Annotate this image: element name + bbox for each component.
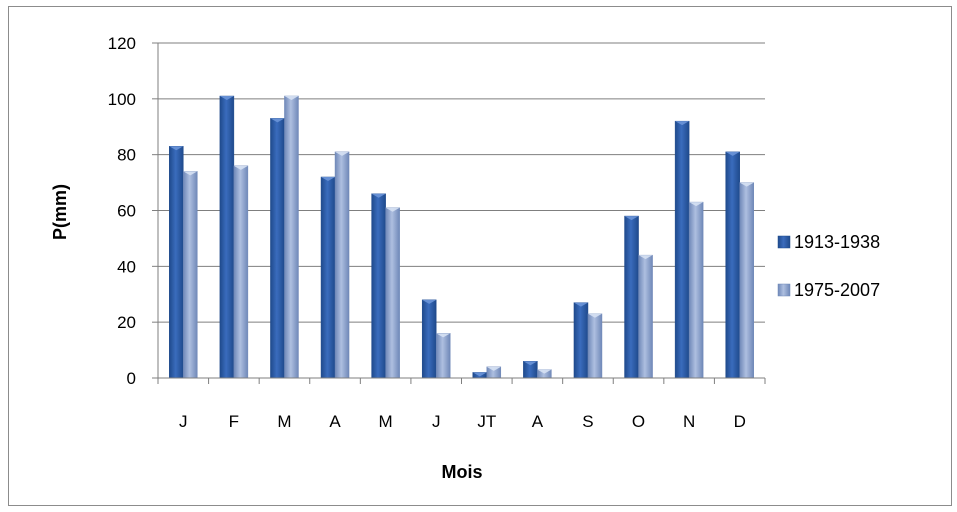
bar-series-2-o xyxy=(638,254,653,379)
x-tick-label: D xyxy=(734,412,746,431)
bar-cap xyxy=(675,121,690,126)
axes xyxy=(157,43,766,384)
legend-swatch-series-2 xyxy=(777,283,791,297)
x-tick-labels: J F M A M J JT A S O N D xyxy=(179,412,746,431)
legend: 1913-1938 1975-2007 xyxy=(777,232,880,300)
y-tick-label: 20 xyxy=(117,313,136,332)
bar-cap xyxy=(689,202,704,207)
y-tick-label: 100 xyxy=(108,90,136,109)
x-tick-label: J xyxy=(179,412,188,431)
x-axis-title: Mois xyxy=(441,462,482,482)
bar-series-2-m xyxy=(284,95,299,379)
bar-series-2-f xyxy=(233,165,249,379)
bar-series-2-d xyxy=(739,182,754,379)
bar-series-1-m xyxy=(270,118,285,379)
x-tick-label: M xyxy=(379,412,393,431)
bar-cap xyxy=(486,366,501,371)
y-axis-title: P(mm) xyxy=(50,184,70,240)
bar-cap xyxy=(219,96,234,101)
y-tick-label: 40 xyxy=(117,257,136,276)
bar-series-2-m xyxy=(385,207,400,379)
chart-frame xyxy=(8,6,952,506)
y-tick-label: 120 xyxy=(108,34,136,53)
bar-cap xyxy=(335,151,350,156)
bar-series-2-s xyxy=(587,313,603,379)
bar-cap xyxy=(624,216,639,221)
bar-series-2-a xyxy=(334,151,350,379)
x-tick-label: F xyxy=(229,412,239,431)
bar-cap xyxy=(472,372,487,377)
bar-cap xyxy=(638,255,653,260)
bar-series-1-n xyxy=(674,120,690,379)
bar-cap xyxy=(739,182,754,187)
bar-series-1-m xyxy=(371,193,386,379)
bar-series-1-s xyxy=(573,302,589,379)
bar-cap xyxy=(270,118,285,123)
bar-cap xyxy=(169,146,184,151)
bar-series-2-n xyxy=(688,201,704,379)
legend-swatch-series-1 xyxy=(777,235,791,249)
bar-series-2-j xyxy=(183,171,198,379)
bar-series-1-d xyxy=(725,151,740,379)
x-tick-label: JT xyxy=(477,412,496,431)
x-tick-label: M xyxy=(277,412,291,431)
bar-cap xyxy=(385,207,400,212)
x-tick-label: A xyxy=(329,412,341,431)
bar-cap xyxy=(422,299,437,304)
x-tick-label: S xyxy=(582,412,593,431)
bar-cap xyxy=(183,171,198,176)
y-tick-label: 80 xyxy=(117,146,136,165)
bar-cap xyxy=(233,165,248,170)
bar-series-1-j xyxy=(421,299,437,379)
bar-cap xyxy=(537,369,552,374)
y-tick-labels: 0 20 40 60 80 100 120 xyxy=(108,34,136,388)
bar-cap xyxy=(725,151,740,156)
bar-series-1-j xyxy=(169,146,184,379)
x-tick-label: O xyxy=(632,412,645,431)
bar-cap xyxy=(573,302,588,307)
x-tick-label: J xyxy=(432,412,441,431)
bar-cap xyxy=(371,193,386,198)
legend-label-series-1: 1913-1938 xyxy=(794,232,880,252)
gridlines xyxy=(152,42,765,379)
bars xyxy=(169,95,754,379)
y-tick-label: 0 xyxy=(127,369,136,388)
bar-series-1-f xyxy=(219,95,235,379)
bar-cap xyxy=(321,177,336,181)
bar-series-1-a xyxy=(320,176,336,379)
bar-cap xyxy=(436,333,451,338)
x-tick-label: N xyxy=(683,412,695,431)
bar-cap xyxy=(284,96,299,101)
x-tick-label: A xyxy=(532,412,544,431)
bar-series-1-o xyxy=(624,215,639,379)
bar-cap xyxy=(523,361,538,366)
y-tick-label: 60 xyxy=(117,202,136,221)
bar-series-2-j xyxy=(435,333,451,379)
bar-cap xyxy=(587,313,602,318)
legend-label-series-2: 1975-2007 xyxy=(794,280,880,300)
